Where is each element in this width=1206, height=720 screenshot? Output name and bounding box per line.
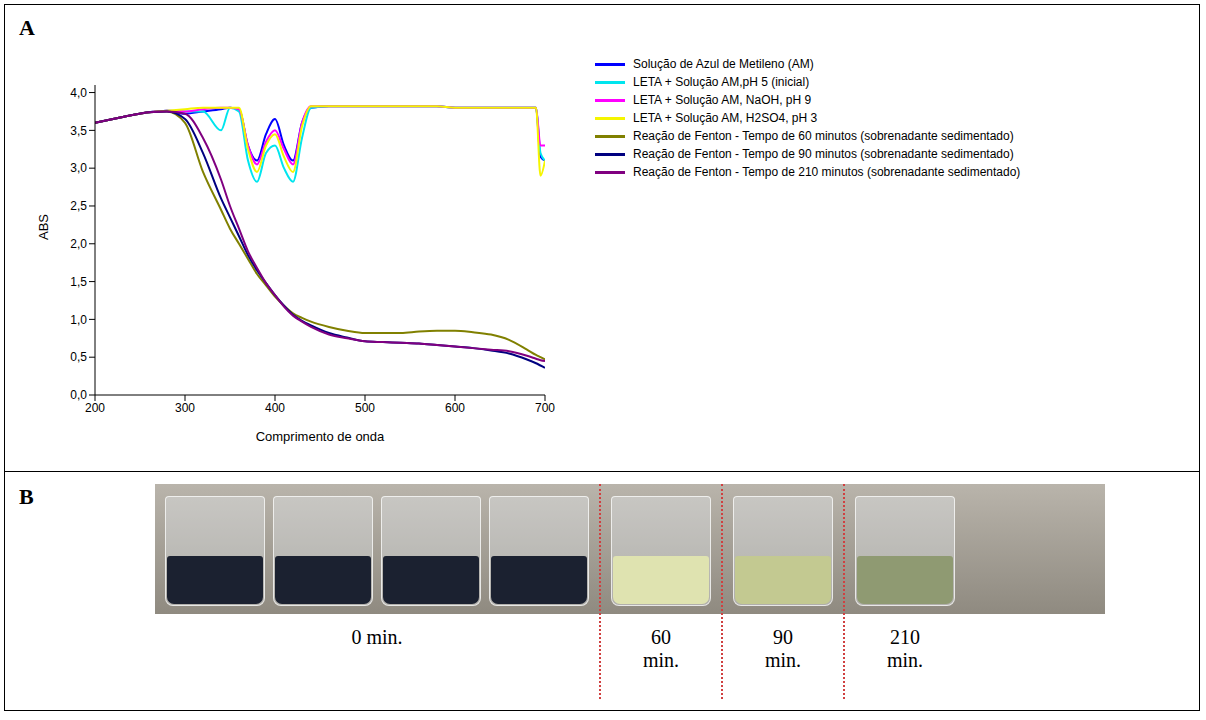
svg-text:200: 200 — [85, 401, 105, 415]
html-text:Reação de Fenton - Tempo de 90: Reação de Fenton - Tempo de 90 minutos (… — [633, 147, 1014, 161]
html-text:A: A — [19, 15, 35, 40]
html-text:90 min.: 90 min. — [764, 626, 802, 671]
html-text:LETA + Solução AM, H2SO4, pH 3: LETA + Solução AM, H2SO4, pH 3 — [633, 111, 818, 125]
svg-text:600: 600 — [445, 401, 465, 415]
html-text:B: B — [19, 484, 34, 509]
html-text:LETA + Solução AM,pH 5 (inicia: LETA + Solução AM,pH 5 (inicial) — [633, 75, 810, 89]
svg-text:1,5: 1,5 — [70, 275, 87, 289]
svg-text:0,0: 0,0 — [70, 388, 87, 402]
svg-text:0,5: 0,5 — [70, 350, 87, 364]
html-text:Solução de Azul de Metileno (A: Solução de Azul de Metileno (AM) — [633, 57, 814, 71]
svg-text:300: 300 — [175, 401, 195, 415]
svg-text:500: 500 — [355, 401, 375, 415]
html-text:Reação de Fenton - Tempo de 21: Reação de Fenton - Tempo de 210 minutos … — [633, 165, 1021, 179]
svg-text:Comprimento de onda: Comprimento de onda — [256, 429, 385, 444]
html-text:60 min.: 60 min. — [642, 626, 680, 671]
svg-text:4,0: 4,0 — [70, 86, 87, 100]
html-text:LETA + Solução AM, NaOH, pH 9: LETA + Solução AM, NaOH, pH 9 — [633, 93, 812, 107]
svg-text:700: 700 — [535, 401, 555, 415]
svg-text:1,0: 1,0 — [70, 313, 87, 327]
html-text:Reação de Fenton - Tempo de 60: Reação de Fenton - Tempo de 60 minutos (… — [633, 129, 1014, 143]
svg-text:400: 400 — [265, 401, 285, 415]
svg-text:ABS: ABS — [36, 214, 51, 240]
html-text:0 min.: 0 min. — [351, 626, 403, 648]
svg-text:2,5: 2,5 — [70, 199, 87, 213]
svg-text:2,0: 2,0 — [70, 237, 87, 251]
svg-text:3,5: 3,5 — [70, 124, 87, 138]
html-text:210 min.: 210 min. — [886, 626, 924, 671]
svg-text:3,0: 3,0 — [70, 161, 87, 175]
